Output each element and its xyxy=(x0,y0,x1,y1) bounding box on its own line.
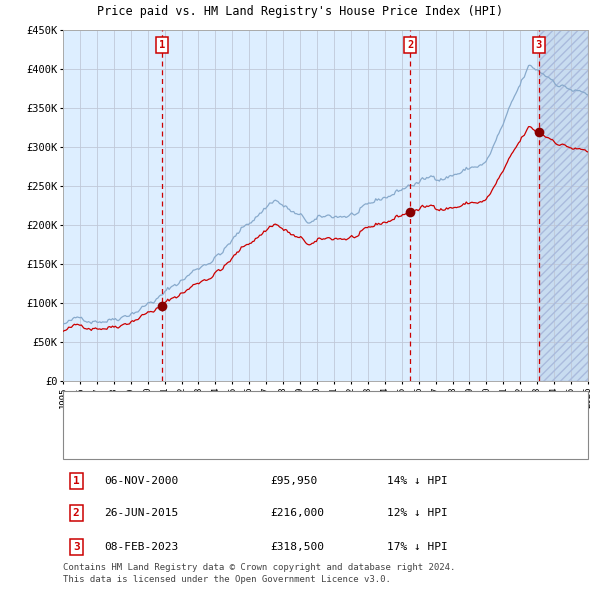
Text: £318,500: £318,500 xyxy=(270,542,324,552)
Text: £216,000: £216,000 xyxy=(270,509,324,518)
Text: £95,950: £95,950 xyxy=(270,476,317,486)
Text: 2: 2 xyxy=(73,509,80,518)
Text: 14% ↓ HPI: 14% ↓ HPI xyxy=(387,476,448,486)
Text: 08-FEB-2023: 08-FEB-2023 xyxy=(104,542,178,552)
Text: 06-NOV-2000: 06-NOV-2000 xyxy=(104,476,178,486)
Text: 1: 1 xyxy=(73,476,80,486)
Text: HPI: Average price, detached house, South Kesteven: HPI: Average price, detached house, Sout… xyxy=(102,431,415,440)
Text: 3: 3 xyxy=(73,542,80,552)
Bar xyxy=(539,30,588,381)
Text: 5, RYEDALE CLOSE, GRANTHAM, NG31 8QT (detached house): 5, RYEDALE CLOSE, GRANTHAM, NG31 8QT (de… xyxy=(102,404,433,414)
Text: 2: 2 xyxy=(407,40,413,50)
Text: 12% ↓ HPI: 12% ↓ HPI xyxy=(387,509,448,518)
Text: Price paid vs. HM Land Registry's House Price Index (HPI): Price paid vs. HM Land Registry's House … xyxy=(97,5,503,18)
Text: 26-JUN-2015: 26-JUN-2015 xyxy=(104,509,178,518)
Text: ———: ——— xyxy=(65,429,101,442)
Text: Contains HM Land Registry data © Crown copyright and database right 2024.: Contains HM Land Registry data © Crown c… xyxy=(63,563,455,572)
Text: 3: 3 xyxy=(536,40,542,50)
Bar xyxy=(539,30,588,381)
Text: 17% ↓ HPI: 17% ↓ HPI xyxy=(387,542,448,552)
Text: 1: 1 xyxy=(159,40,165,50)
Text: ———: ——— xyxy=(65,402,101,415)
Text: This data is licensed under the Open Government Licence v3.0.: This data is licensed under the Open Gov… xyxy=(63,575,391,584)
